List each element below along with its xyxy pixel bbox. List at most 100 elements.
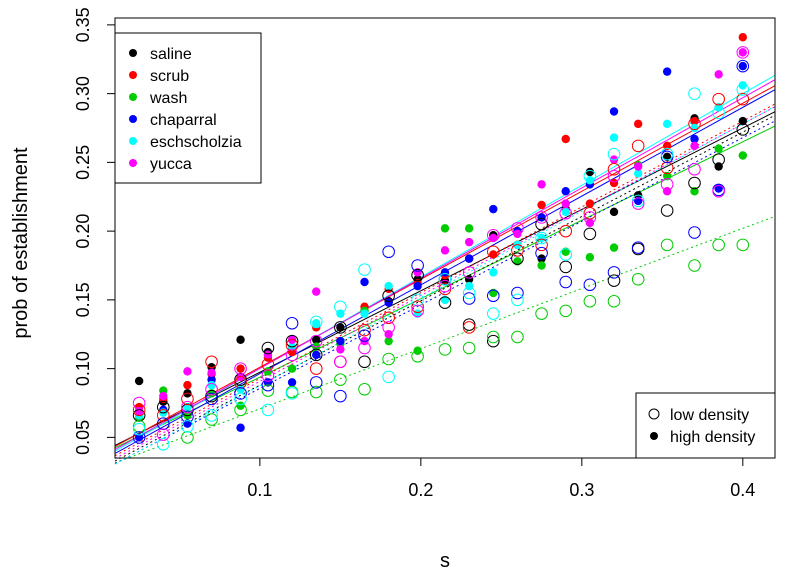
- point-saline-high: [609, 207, 619, 217]
- point-wash-high: [662, 171, 672, 181]
- point-eschscholzia-low: [334, 300, 347, 314]
- point-yucca-low: [156, 428, 170, 441]
- point-yucca-low: [462, 266, 476, 279]
- point-yucca-low: [358, 341, 371, 355]
- y-axis: 0.05 0.10 0.15 0.20 0.25 0.30 0.35: [73, 7, 115, 455]
- point-chaparral-high: [537, 213, 546, 222]
- legend-marker-saline: [129, 49, 137, 57]
- point-saline-low: [411, 268, 424, 282]
- point-wash-low: [438, 343, 452, 356]
- point-yucca-high: [714, 70, 723, 79]
- point-eschscholzia-low: [205, 409, 218, 422]
- point-chaparral-low: [486, 289, 500, 303]
- point-wash-low: [309, 385, 323, 399]
- point-eschscholzia-low: [285, 387, 299, 400]
- y-tick-label: 0.10: [73, 351, 93, 386]
- point-chaparral-low: [334, 389, 347, 403]
- point-eschscholzia-high: [489, 268, 498, 277]
- point-saline-low: [559, 260, 573, 274]
- point-eschscholzia-low: [411, 293, 424, 307]
- point-chaparral-high: [690, 134, 699, 144]
- point-chaparral-low: [358, 329, 371, 342]
- point-saline-high: [312, 335, 321, 344]
- point-saline-low: [334, 321, 347, 334]
- legend-density: low density high density: [635, 392, 776, 459]
- point-scrub-low: [205, 355, 218, 369]
- point-scrub-low: [462, 321, 476, 334]
- legend-marker-eschscholzia: [129, 137, 137, 145]
- legend-label-filled-circle: high density: [670, 429, 755, 446]
- point-chaparral-low: [382, 245, 395, 259]
- point-yucca-low: [688, 162, 701, 176]
- point-eschscholzia-high: [413, 309, 422, 318]
- point-yucca-high: [738, 48, 748, 57]
- data-points: [132, 33, 750, 451]
- point-wash-low: [736, 238, 750, 252]
- point-scrub-high: [489, 250, 498, 259]
- point-eschscholzia-low: [438, 272, 452, 286]
- point-wash-low: [132, 420, 146, 433]
- point-saline-low: [438, 296, 452, 309]
- point-saline-high: [464, 275, 474, 284]
- point-chaparral-high: [384, 298, 393, 307]
- point-chaparral-high: [633, 196, 643, 206]
- point-saline-high: [236, 335, 245, 344]
- point-chaparral-high: [360, 277, 369, 287]
- point-saline-low: [535, 217, 548, 231]
- point-wash-high: [440, 224, 450, 233]
- fit-line-eschscholzia-high: [114, 74, 776, 452]
- point-chaparral-low: [261, 378, 275, 392]
- legend-label-open-circle: low density: [670, 407, 749, 424]
- legend-marker-open-circle: [648, 408, 660, 420]
- point-eschscholzia-high: [236, 385, 245, 394]
- point-saline-high: [714, 162, 723, 171]
- point-chaparral-high: [263, 378, 273, 387]
- point-chaparral-low: [285, 316, 299, 330]
- point-chaparral-low: [583, 278, 597, 292]
- x-tick-label: 0.2: [408, 480, 433, 500]
- point-chaparral-low: [462, 292, 476, 305]
- point-yucca-low: [559, 206, 573, 220]
- legend-label-chaparral: chaparral: [150, 112, 217, 129]
- y-tick-label: 0.25: [73, 145, 93, 180]
- y-tick-label: 0.15: [73, 282, 93, 317]
- point-wash-low: [411, 349, 424, 363]
- point-wash-high: [561, 247, 570, 256]
- point-saline-low: [736, 123, 750, 136]
- point-yucca-high: [312, 287, 321, 296]
- point-eschscholzia-low: [261, 403, 275, 417]
- point-chaparral-high: [236, 423, 245, 432]
- point-saline-low: [205, 389, 218, 403]
- point-chaparral-low: [607, 266, 621, 279]
- point-chaparral-low: [309, 376, 323, 389]
- point-scrub-high: [738, 33, 748, 42]
- point-yucca-low: [285, 348, 299, 362]
- point-wash-high: [714, 144, 723, 153]
- point-saline-high: [662, 152, 672, 162]
- point-scrub-low: [631, 139, 645, 153]
- point-chaparral-low: [511, 286, 524, 300]
- point-chaparral-low: [132, 431, 146, 444]
- point-wash-low: [261, 384, 275, 397]
- point-chaparral-high: [561, 187, 570, 196]
- point-saline-low: [132, 409, 146, 422]
- point-scrub-low: [438, 282, 452, 296]
- point-eschscholzia-low: [631, 194, 645, 208]
- point-chaparral-high: [738, 61, 748, 71]
- point-wash-low: [486, 330, 500, 344]
- point-wash-low: [181, 431, 194, 444]
- point-scrub-high: [609, 178, 619, 188]
- point-scrub-high: [633, 119, 643, 129]
- point-yucca-low: [535, 211, 548, 224]
- point-saline-low: [156, 400, 170, 414]
- point-chaparral-low: [559, 275, 573, 289]
- point-wash-low: [660, 238, 674, 252]
- y-tick-label: 0.20: [73, 214, 93, 249]
- point-chaparral-low: [660, 150, 674, 164]
- point-scrub-low: [535, 238, 548, 252]
- point-yucca-low: [486, 228, 500, 242]
- point-yucca-low: [132, 396, 146, 410]
- point-wash-low: [607, 294, 621, 308]
- point-yucca-low: [261, 369, 275, 382]
